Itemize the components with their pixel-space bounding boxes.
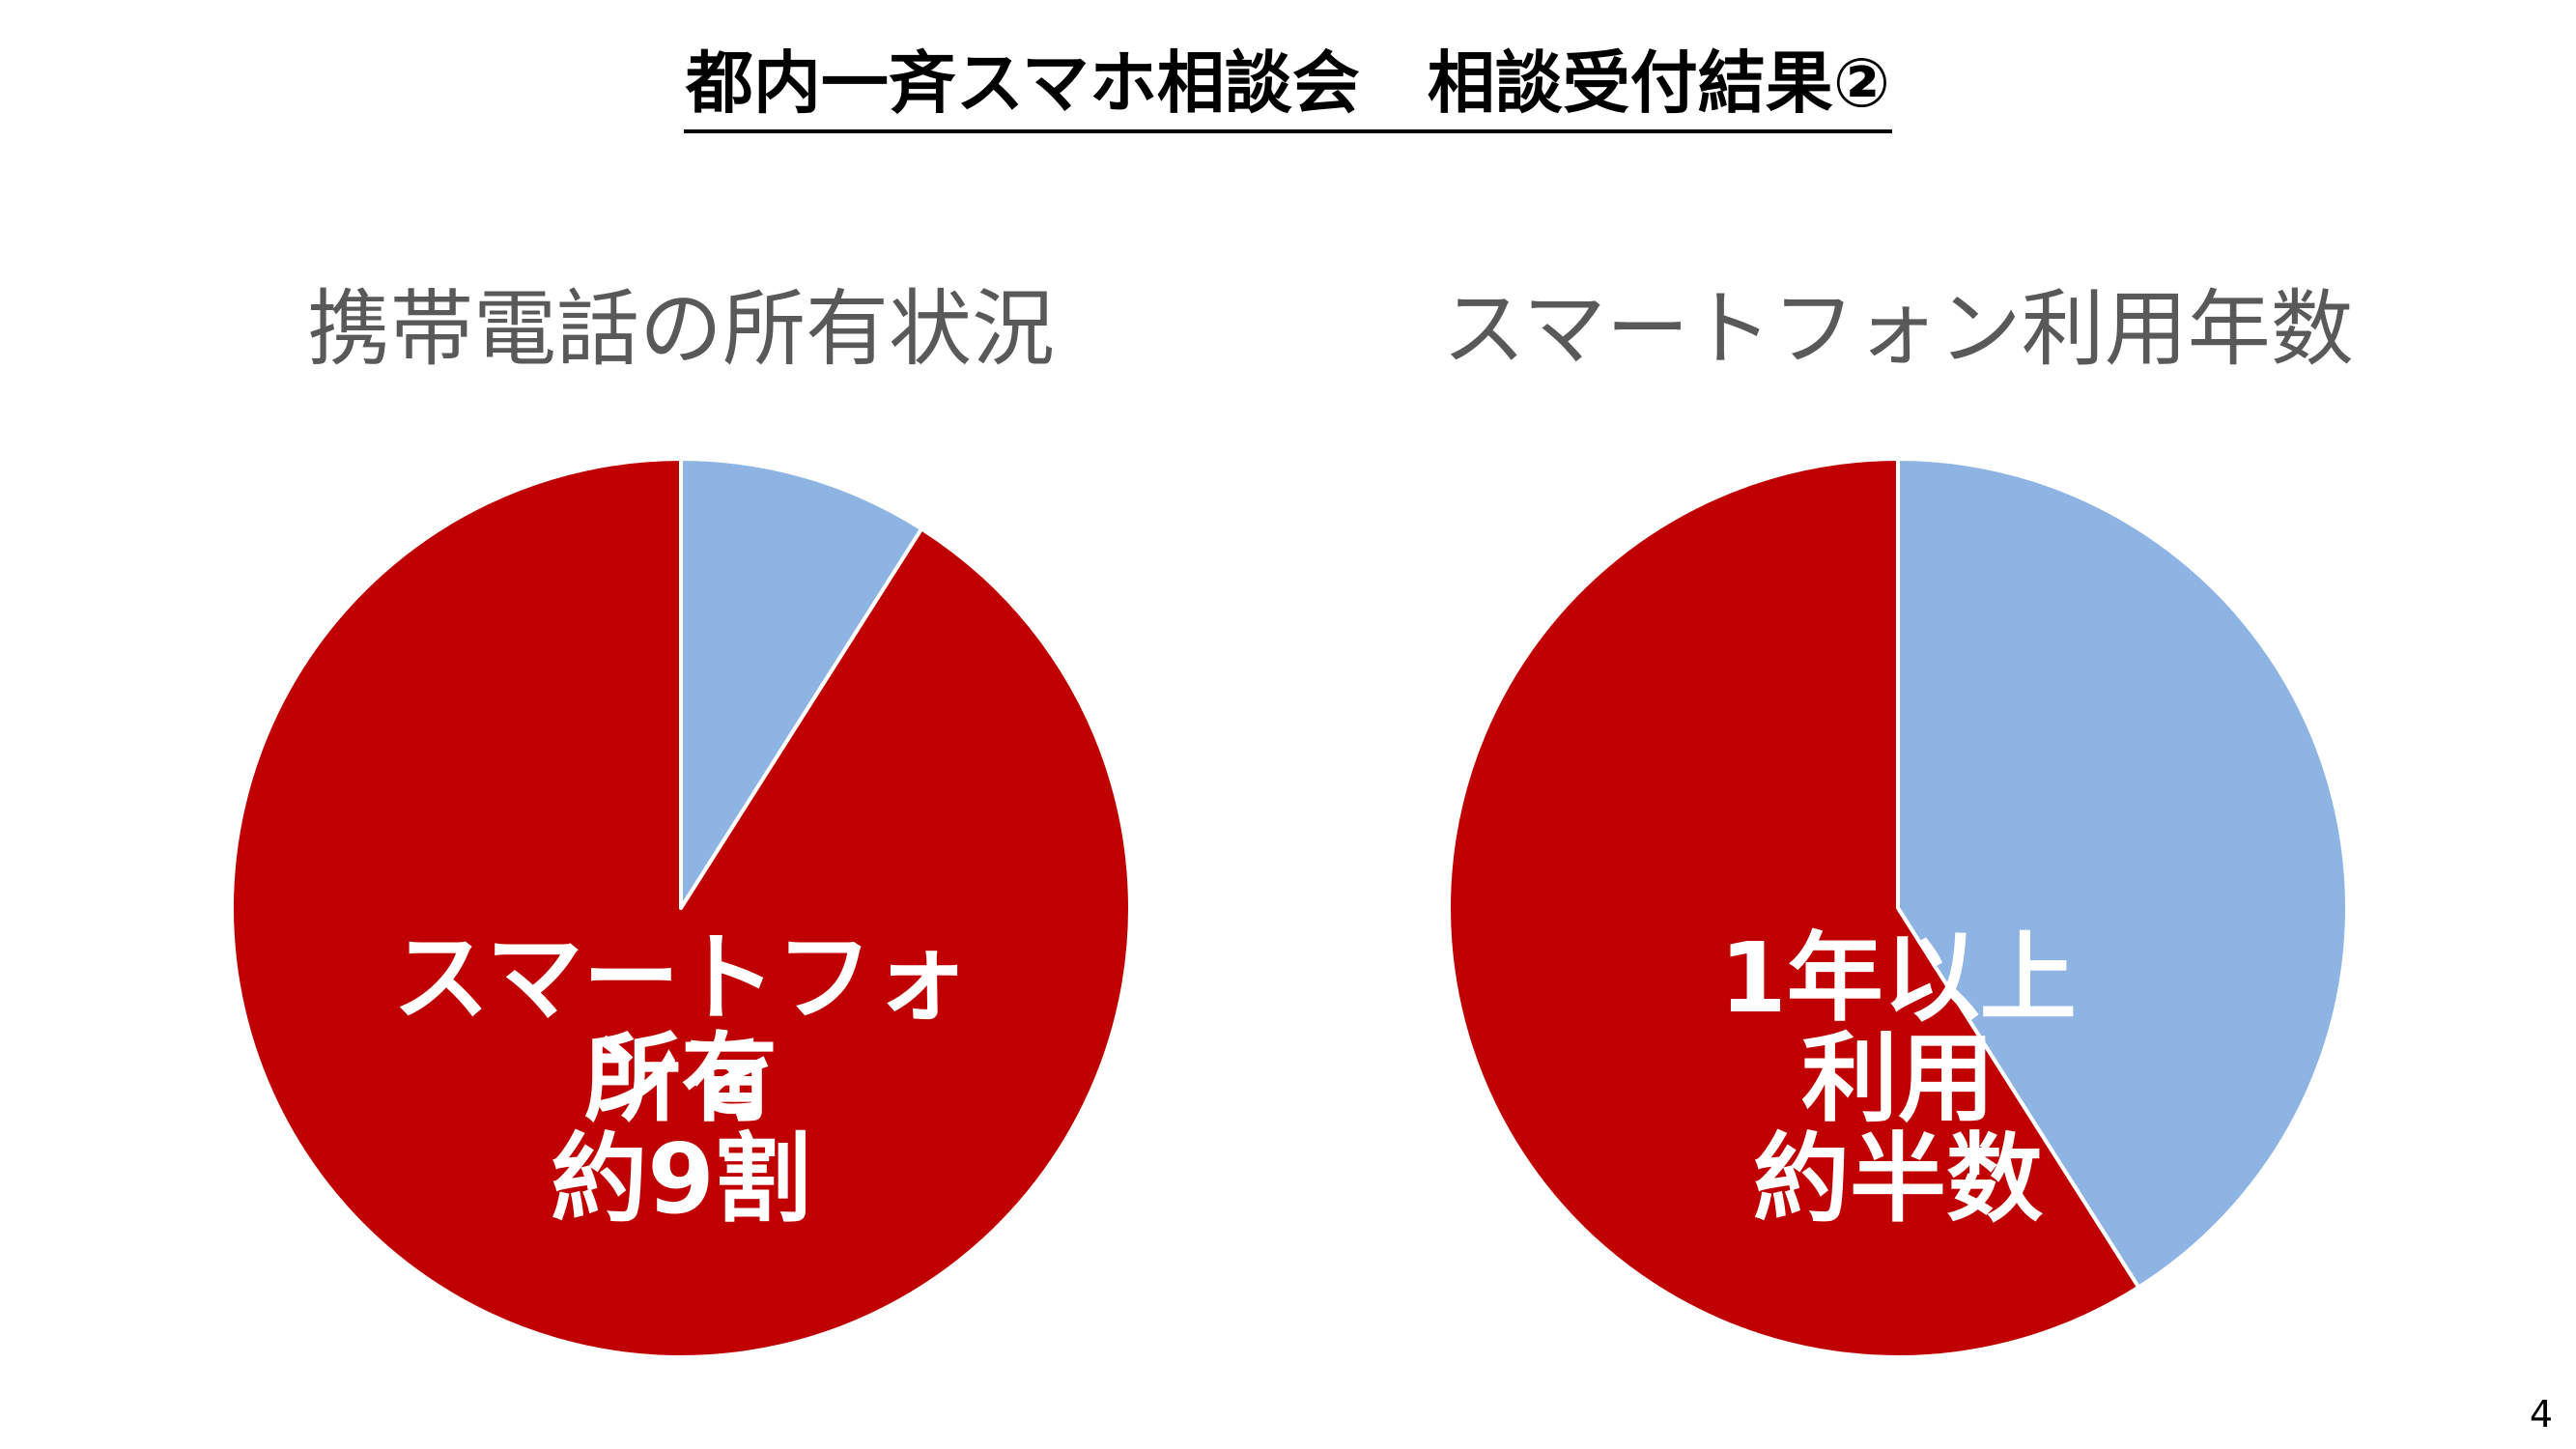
pie-chart-svg [230, 457, 1132, 1359]
pie-chart-phone-ownership: 携帯電話の所有状況 スマートフォンを 所有 約9割 [150, 280, 1212, 1381]
pie-annotation: 1年以上 利用 約半数 [1666, 930, 2130, 1232]
page-title: 都内一斉スマホ相談会 相談受付結果② [0, 43, 2576, 133]
annotation-line: 利用 [1801, 1022, 1995, 1135]
annotation-line: 約9割 [551, 1122, 811, 1236]
annotation-line: 1年以上 [1719, 922, 2077, 1035]
annotation-line: 約半数 [1753, 1122, 2043, 1236]
chart-title: 携帯電話の所有状況 [307, 281, 1055, 378]
pie-annotation: スマートフォンを 所有 約9割 [391, 930, 971, 1232]
annotation-line: 所有 [584, 1022, 778, 1135]
pie-slice-1 [679, 457, 924, 910]
pie-chart-svg [1447, 457, 2349, 1359]
pie-slice-1 [1896, 457, 2349, 1290]
pie-slice-2 [230, 457, 1132, 1359]
annotation-line: スマートフォンを [392, 922, 970, 1131]
pie-chart-usage-years: スマートフォン利用年数 1年以上 利用 約半数 [1367, 280, 2429, 1381]
page-title-text: 都内一斉スマホ相談会 相談受付結果② [683, 43, 1893, 133]
pie-slice-2 [1447, 457, 2141, 1359]
chart-title: スマートフォン利用年数 [1442, 281, 2354, 378]
page-number: 4 [2529, 1393, 2553, 1435]
